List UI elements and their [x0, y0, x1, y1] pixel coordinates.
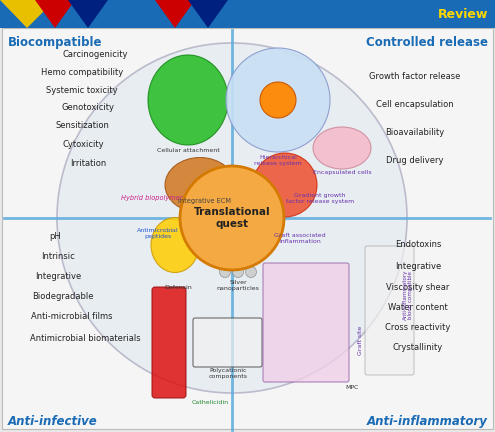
Text: MPC: MPC	[346, 385, 359, 390]
Circle shape	[260, 82, 296, 118]
Polygon shape	[155, 0, 195, 28]
Text: Carcinogenicity: Carcinogenicity	[62, 50, 128, 59]
Circle shape	[246, 267, 256, 277]
Polygon shape	[0, 0, 55, 28]
Text: Polycationic
components: Polycationic components	[208, 368, 248, 379]
Text: Hybrid biopolymer: Hybrid biopolymer	[121, 195, 183, 201]
Polygon shape	[188, 0, 228, 28]
Text: Anti-inflammatory: Anti-inflammatory	[367, 415, 488, 428]
Text: Encapsulated cells: Encapsulated cells	[313, 170, 371, 175]
FancyBboxPatch shape	[152, 287, 186, 398]
Ellipse shape	[148, 55, 228, 145]
Text: Growth factor release: Growth factor release	[369, 72, 461, 81]
Polygon shape	[35, 0, 75, 28]
Text: Drug delivery: Drug delivery	[386, 156, 444, 165]
Text: Defensin: Defensin	[164, 285, 192, 290]
Text: Crystallinity: Crystallinity	[393, 343, 443, 352]
Circle shape	[219, 267, 231, 277]
Text: Gradient growth
factor release system: Gradient growth factor release system	[286, 193, 354, 204]
Circle shape	[233, 267, 244, 277]
Text: Anti-microbial films: Anti-microbial films	[31, 312, 113, 321]
Text: Translational
quest: Translational quest	[194, 207, 270, 229]
Text: Anti-inflammatory
blood compatible: Anti-inflammatory blood compatible	[402, 270, 413, 320]
Text: Graft associated
inflammation: Graft associated inflammation	[274, 233, 326, 244]
Circle shape	[219, 254, 231, 266]
Circle shape	[226, 48, 330, 152]
FancyBboxPatch shape	[193, 318, 262, 367]
Text: Cytoxicity: Cytoxicity	[62, 140, 104, 149]
Text: Cell encapsulation: Cell encapsulation	[376, 100, 454, 109]
Circle shape	[246, 242, 256, 254]
Text: Antimicrobial
peptides: Antimicrobial peptides	[137, 228, 179, 239]
Circle shape	[57, 43, 407, 393]
Text: Biocompatible: Biocompatible	[8, 36, 102, 49]
Text: Anti-infective: Anti-infective	[8, 415, 98, 428]
Text: Cellular attachment: Cellular attachment	[156, 148, 219, 153]
Text: Hierarchical
release system: Hierarchical release system	[254, 155, 302, 166]
Text: Silver
nanoparticles: Silver nanoparticles	[217, 280, 259, 291]
Text: pH: pH	[49, 232, 61, 241]
Text: Endotoxins: Endotoxins	[395, 240, 441, 249]
Ellipse shape	[165, 158, 235, 213]
Text: Intrinsic: Intrinsic	[41, 252, 75, 261]
Ellipse shape	[313, 127, 371, 169]
Text: Integrative: Integrative	[395, 262, 441, 271]
Text: Cathelicidin: Cathelicidin	[192, 400, 229, 405]
Text: Irritation: Irritation	[70, 159, 106, 168]
Text: Viscosity shear: Viscosity shear	[386, 283, 449, 292]
Bar	[0, 0, 495, 28]
FancyBboxPatch shape	[263, 263, 349, 382]
Text: Water content: Water content	[388, 303, 448, 312]
Text: Review: Review	[438, 7, 488, 20]
Polygon shape	[68, 0, 108, 28]
Circle shape	[180, 166, 284, 270]
Circle shape	[246, 254, 256, 266]
Text: Antimicrobial biomaterials: Antimicrobial biomaterials	[30, 334, 140, 343]
Text: Integrative: Integrative	[35, 272, 81, 281]
Ellipse shape	[151, 217, 199, 273]
Text: Graft site: Graft site	[357, 325, 362, 355]
Circle shape	[233, 254, 244, 266]
Text: Integrative ECM: Integrative ECM	[179, 198, 232, 204]
Text: Bioavailability: Bioavailability	[386, 128, 445, 137]
Text: Sensitization: Sensitization	[55, 121, 109, 130]
FancyBboxPatch shape	[365, 246, 414, 375]
Circle shape	[219, 242, 231, 254]
Text: Controlled release: Controlled release	[366, 36, 488, 49]
Text: Genotoxicity: Genotoxicity	[61, 103, 114, 112]
Text: Biodegradable: Biodegradable	[32, 292, 94, 301]
Text: Systemic toxicity: Systemic toxicity	[46, 86, 118, 95]
Circle shape	[233, 242, 244, 254]
Circle shape	[253, 153, 317, 217]
Text: Hemo compatibility: Hemo compatibility	[41, 68, 123, 77]
Text: Cross reactivity: Cross reactivity	[385, 323, 450, 332]
